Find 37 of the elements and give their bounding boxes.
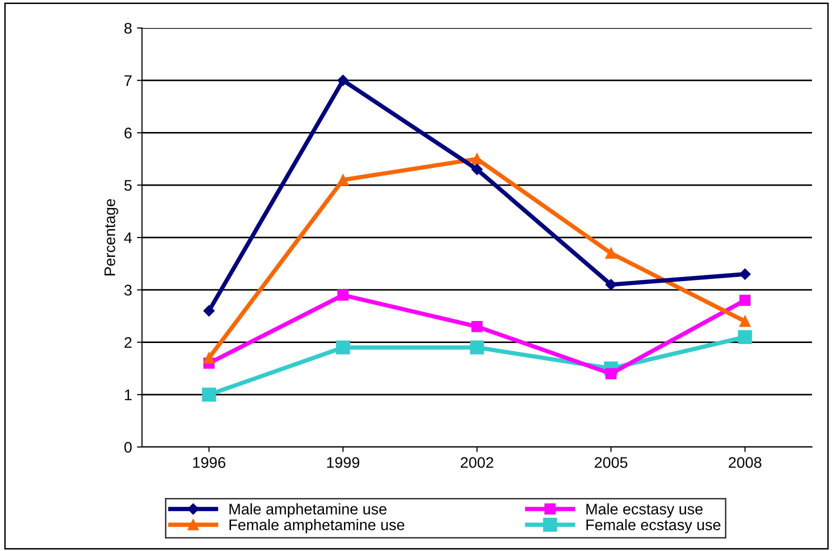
point: [471, 164, 483, 176]
y-tick-label: 6: [124, 128, 132, 138]
point: [203, 352, 215, 364]
point: [739, 316, 751, 327]
x-tick-label: 2008: [728, 457, 762, 468]
point: [605, 368, 617, 380]
point: [739, 268, 751, 280]
y-tick-label: 7: [124, 75, 132, 86]
legend-label: Male amphetamine use: [230, 503, 386, 518]
point: [471, 320, 483, 332]
point: [605, 248, 617, 259]
point: [337, 174, 349, 186]
y-axis-title: Percentage: [104, 199, 118, 276]
point: [471, 153, 483, 164]
y-tick-label: 1: [124, 390, 132, 400]
point: [470, 340, 484, 354]
x-tick-label: 1999: [327, 457, 360, 468]
point: [605, 279, 617, 290]
legend-label: Male ecstasy use: [586, 503, 703, 518]
point: [337, 290, 349, 301]
point: [202, 388, 216, 402]
legend-label: Female amphetamine use: [230, 519, 404, 534]
y-tick-label: 5: [124, 180, 132, 191]
x-tick-label: 2005: [594, 457, 628, 468]
point: [739, 294, 751, 306]
y-tick-label: 4: [124, 232, 132, 244]
point: [336, 340, 350, 354]
y-tick-label: 3: [124, 284, 132, 296]
point: [337, 74, 349, 86]
y-tick-label: 0: [124, 442, 132, 453]
x-tick-label: 2002: [460, 457, 494, 468]
y-tick-label: 2: [124, 337, 132, 348]
x-tick-label: 1996: [193, 457, 226, 468]
point: [738, 330, 752, 344]
point: [203, 305, 215, 316]
legend-label: Female ecstasy use: [586, 519, 720, 534]
y-tick-label: 8: [124, 22, 132, 34]
